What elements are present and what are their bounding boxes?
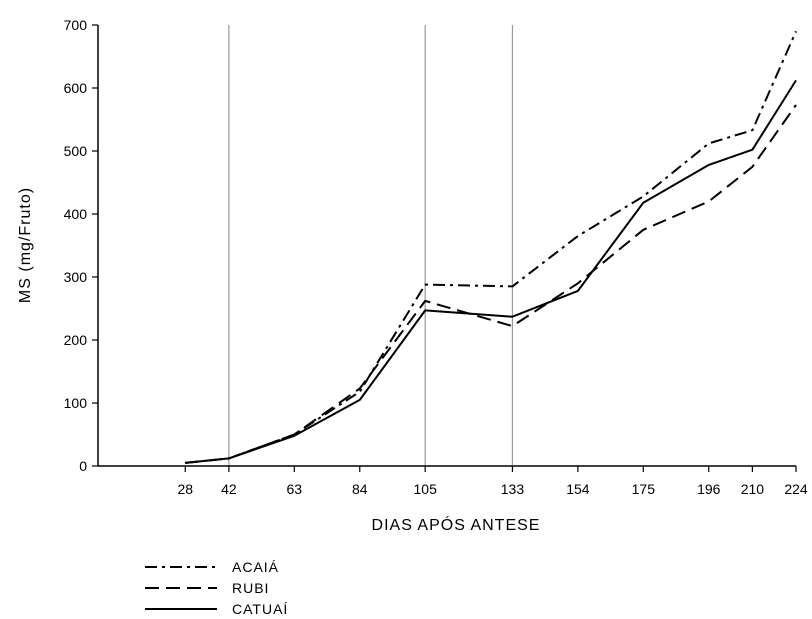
x-tick-label: 224 [784,481,808,497]
reference-lines [228,25,514,466]
y-tick-label: 600 [64,80,88,96]
series-lines [185,30,797,464]
y-tick-label: 200 [64,332,88,348]
x-tick-label: 63 [287,481,303,497]
legend-label-3: CATUAÍ [232,601,288,617]
legend-label-2: RUBI [232,580,269,596]
x-tick-label: 133 [501,481,525,497]
y-axis-title: MS (mg/Fruto) [17,187,34,303]
x-tick-label: 28 [177,481,193,497]
x-tick-label: 84 [352,481,368,497]
y-tick-label: 0 [79,458,87,474]
legend-label-1: ACAIÁ [232,559,279,575]
x-tick-label: 42 [221,481,237,497]
series-line-3 [185,79,797,464]
x-axis-title: DIAS APÓS ANTESE [372,515,541,534]
x-ticks: 28 42 63 84 105 133 154 175 196 210 224 [177,466,808,497]
axes [97,25,796,467]
series-line-2 [185,104,797,464]
y-tick-label: 400 [64,206,88,222]
y-ticks: 0 100 200 300 400 500 600 700 [64,17,98,474]
x-tick-label: 175 [632,481,656,497]
x-tick-label: 196 [697,481,721,497]
x-tick-label: 105 [414,481,438,497]
x-tick-label: 154 [566,481,590,497]
y-tick-label: 500 [64,143,88,159]
legend: ACAIÁ RUBI CATUAÍ [145,559,288,617]
y-tick-label: 100 [64,395,88,411]
series-line-1 [185,30,797,464]
y-tick-label: 300 [64,269,88,285]
y-tick-label: 700 [64,17,88,33]
x-tick-label: 210 [741,481,765,497]
